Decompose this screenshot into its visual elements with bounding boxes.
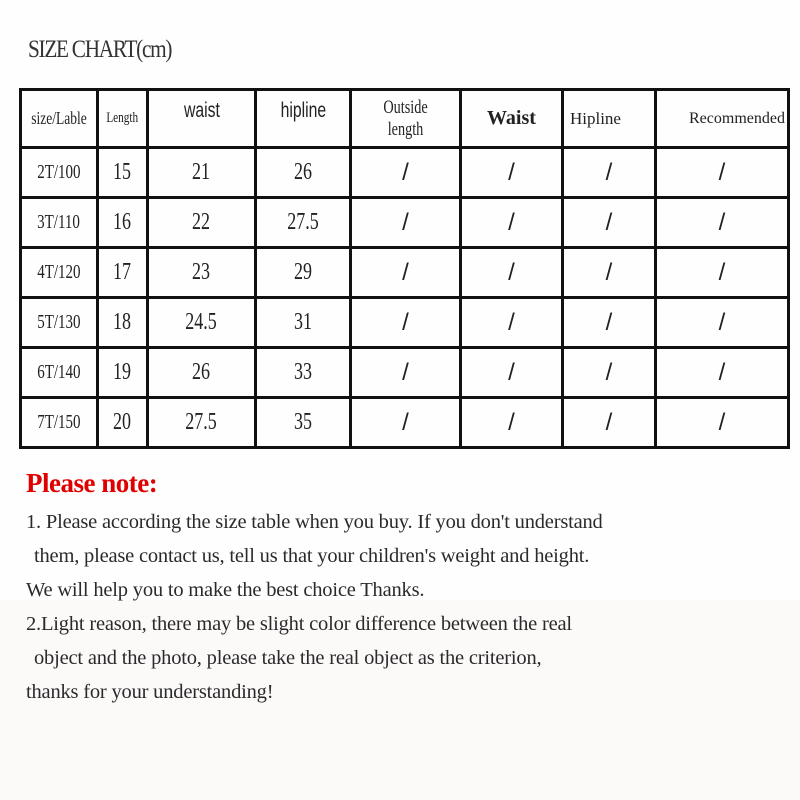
table-row: 2T/100 15 21 26// / / (19, 146, 790, 199)
note-line: object and the photo, please take the re… (34, 647, 542, 669)
cell-hipline-2: / (560, 146, 657, 199)
cell-outside-length: / (348, 196, 462, 249)
cell-length: 20 (95, 396, 149, 449)
cell-hipline-2: / (560, 396, 657, 449)
cell-outside-length: / (348, 246, 462, 299)
cell-recommended: / (653, 146, 790, 199)
cell-size: 4T/120 (19, 246, 99, 299)
table-row: 4T/120 17 23 29// / / (19, 246, 790, 299)
cell-size: 2T/100 (19, 146, 99, 199)
cell-outside-length: / (348, 296, 462, 349)
cell-hipline-2: / (560, 296, 657, 349)
table-header-row: size/Lable Length waist hipline Outside … (19, 88, 790, 149)
cell-waist: 24.5 (145, 296, 257, 349)
header-waist-2: Waist (458, 88, 564, 149)
cell-waist-2: / (458, 246, 564, 299)
note-line: We will help you to make the best choice… (26, 579, 425, 601)
table-row: 5T/130 18 24.5 31// / / (19, 296, 790, 349)
header-recommended: Recommended (653, 88, 790, 149)
cell-length: 16 (95, 196, 149, 249)
cell-recommended: / (653, 196, 790, 249)
cell-waist: 23 (145, 246, 257, 299)
header-hipline: hipline (253, 88, 352, 149)
cell-waist-2: / (458, 396, 564, 449)
cell-outside-length: / (348, 146, 462, 199)
cell-hipline: 29 (253, 246, 352, 299)
size-chart-table: size/Lable Length waist hipline Outside … (19, 88, 790, 449)
cell-waist: 21 (145, 146, 257, 199)
header-hipline-2: Hipline (560, 88, 657, 149)
cell-waist-2: / (458, 296, 564, 349)
cell-waist-2: / (458, 146, 564, 199)
cell-length: 18 (95, 296, 149, 349)
note-line: them, please contact us, tell us that yo… (34, 545, 590, 567)
cell-hipline: 31 (253, 296, 352, 349)
cell-waist-2: / (458, 346, 564, 399)
header-size: size/Lable (19, 88, 99, 149)
table-row: 6T/140 19 26 33// / / (19, 346, 790, 399)
table-row: 3T/110 16 22 27.5// / / (19, 196, 790, 249)
cell-length: 15 (95, 146, 149, 199)
cell-hipline-2: / (560, 346, 657, 399)
cell-hipline: 26 (253, 146, 352, 199)
table-row: 7T/150 20 27.5 35// / / (19, 396, 790, 449)
cell-hipline-2: / (560, 196, 657, 249)
notes-heading: Please note: (26, 468, 158, 498)
cell-recommended: / (653, 296, 790, 349)
cell-hipline: 35 (253, 396, 352, 449)
header-length: Length (95, 88, 149, 149)
cell-recommended: / (653, 346, 790, 399)
cell-recommended: / (653, 246, 790, 299)
cell-waist: 27.5 (145, 396, 257, 449)
cell-size: 7T/150 (19, 396, 99, 449)
header-outside-length: Outside length (348, 88, 462, 149)
cell-waist-2: / (458, 196, 564, 249)
page-title: SIZE CHART(cm) (28, 36, 172, 63)
background-band (0, 600, 800, 800)
header-waist: waist (145, 88, 257, 149)
cell-length: 19 (95, 346, 149, 399)
cell-size: 5T/130 (19, 296, 99, 349)
cell-outside-length: / (348, 346, 462, 399)
cell-size: 6T/140 (19, 346, 99, 399)
cell-hipline-2: / (560, 246, 657, 299)
cell-recommended: / (653, 396, 790, 449)
note-line: 1. Please according the size table when … (26, 511, 603, 533)
cell-outside-length: / (348, 396, 462, 449)
cell-hipline: 27.5 (253, 196, 352, 249)
notes-section: Please note: 1. Please according the siz… (26, 468, 796, 709)
cell-hipline: 33 (253, 346, 352, 399)
note-line: 2.Light reason, there may be slight colo… (26, 613, 572, 635)
cell-waist: 26 (145, 346, 257, 399)
note-line: thanks for your understanding! (26, 681, 274, 703)
cell-waist: 22 (145, 196, 257, 249)
cell-length: 17 (95, 246, 149, 299)
cell-size: 3T/110 (19, 196, 99, 249)
